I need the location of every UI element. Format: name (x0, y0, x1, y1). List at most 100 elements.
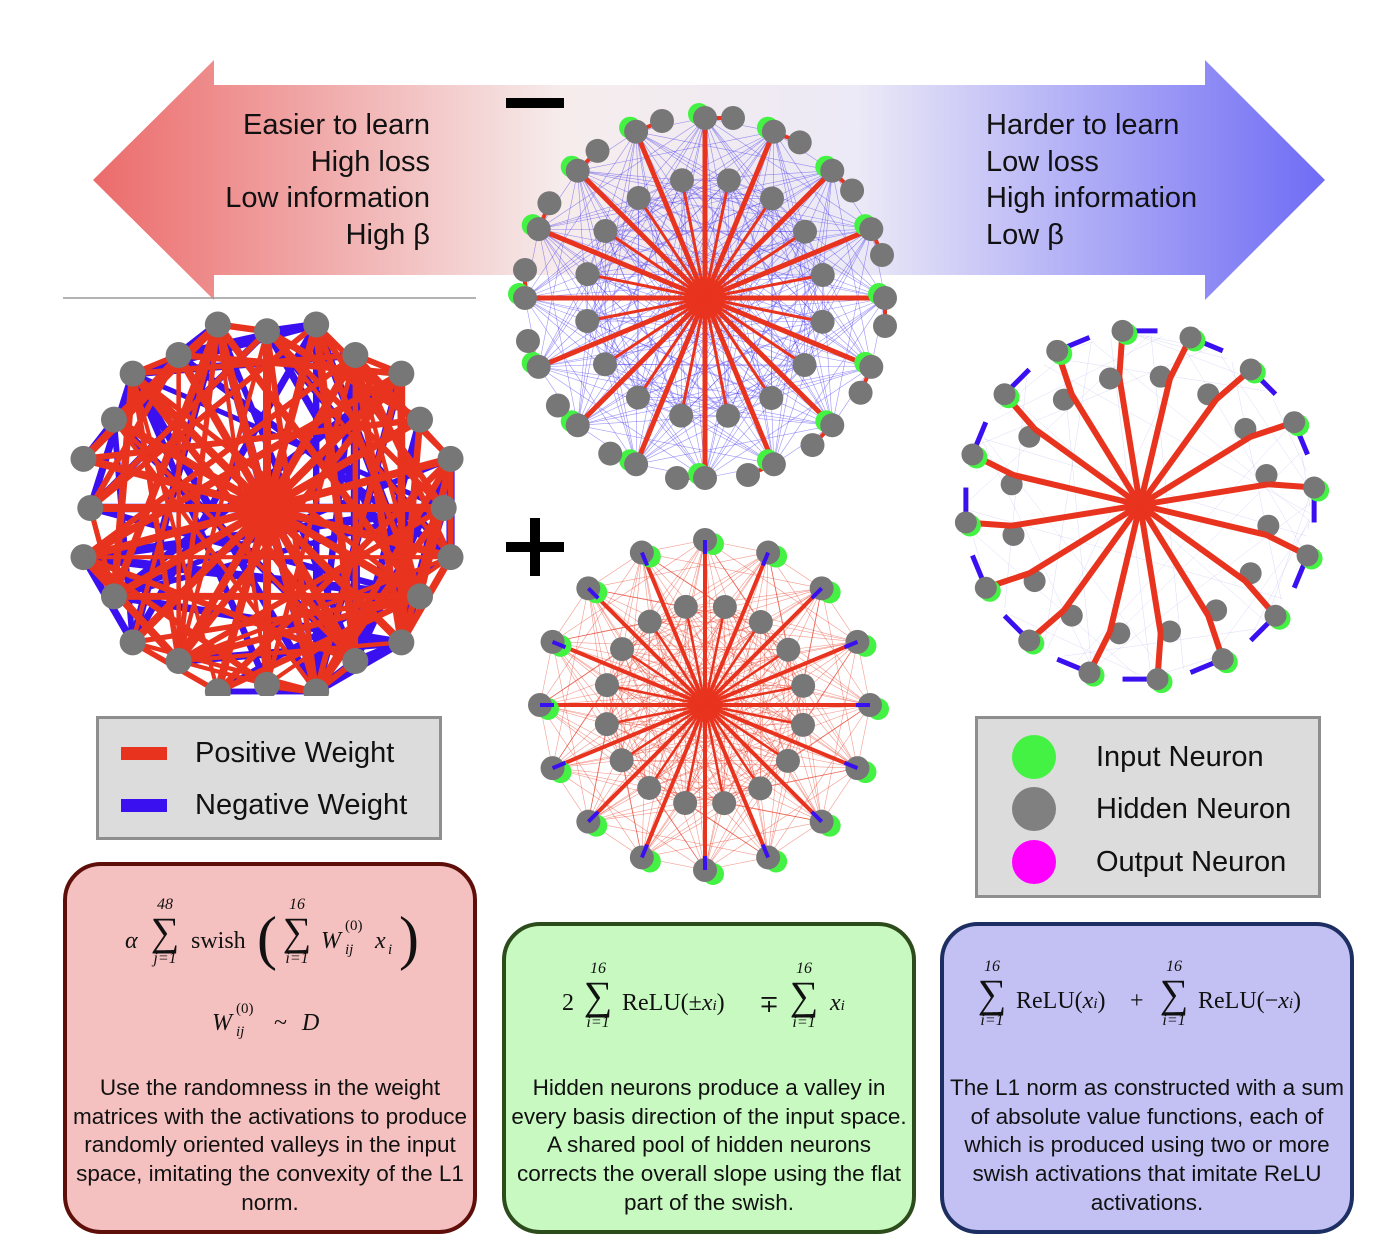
hidden-neuron-node (793, 219, 818, 244)
hidden-neuron-node (513, 258, 537, 282)
hidden-neuron-node (810, 263, 835, 288)
legend-label: Hidden Neuron (1096, 792, 1292, 825)
weight-edge (727, 415, 833, 426)
weight-edge (621, 649, 706, 871)
weight-edge (552, 767, 706, 871)
positive-weight-edge (263, 506, 321, 693)
weight-edge (704, 539, 858, 643)
hidden-neuron-node (993, 383, 1016, 406)
weight-edge (635, 131, 729, 181)
arrow-left-line-2: High loss (310, 145, 430, 178)
positive-weight-edge (703, 606, 727, 706)
weight-edge (635, 321, 823, 465)
hidden-neuron-node (791, 712, 816, 737)
hidden-neuron-node (515, 329, 540, 354)
positive-weight-edge (703, 180, 731, 299)
positive-weight-edge (1137, 504, 1164, 634)
weight-edge (606, 684, 769, 858)
positive-weight-edge (703, 704, 762, 790)
l1-norm-box: 16 ∑ i=1 ReLU(xi) + 16 ∑ i=1 ReLU(−xi) T… (940, 922, 1354, 1234)
positive-weight-edge (353, 353, 453, 461)
negative-weight-edge (551, 760, 567, 770)
weight-edge (587, 131, 775, 275)
right-formula: 16 ∑ i=1 ReLU(xi) + 16 ∑ i=1 ReLU(−xi) (977, 958, 1302, 1029)
positive-weight-edge (703, 704, 726, 804)
hidden-neuron-node (637, 775, 662, 800)
weight-edge (539, 685, 804, 706)
hidden-neuron-node (792, 353, 817, 378)
hidden-neuron-node (748, 610, 773, 635)
positive-weight-edge (1107, 504, 1143, 633)
positive-weight-swatch (121, 747, 167, 760)
left-box-description: Use the randomness in the weight matrice… (73, 1075, 467, 1215)
positive-weight-edge (606, 683, 706, 707)
positive-weight-edge (704, 703, 859, 770)
hidden-neuron-node (70, 544, 97, 571)
negative-weight-edge (843, 640, 859, 650)
hidden-neuron-node (303, 311, 330, 338)
weight-edge (1307, 520, 1310, 530)
hidden-neuron-node (437, 544, 464, 571)
negative-weight-edge (551, 640, 567, 650)
negative-weight-edge (760, 843, 770, 859)
weight-edge (552, 606, 726, 769)
hidden-neuron-node (609, 748, 634, 773)
hidden-neuron-node (119, 629, 146, 656)
negative-weight-swatch (121, 799, 167, 812)
weight-edge (771, 198, 833, 426)
positive-weight-edge (704, 640, 859, 707)
weight-edge (788, 649, 858, 769)
mid-box-description: Hidden neurons produce a valley in every… (511, 1075, 907, 1215)
weight-edge (588, 802, 725, 822)
mid-formula: 2 16 ∑ i=1 ReLU(±xi) ∓ 16 ∑ i=1 xi (562, 960, 845, 1031)
hidden-neuron-node (748, 776, 773, 801)
weight-legend: Positive Weight Negative Weight (96, 716, 442, 840)
legend-hidden-neuron: Hidden Neuron (1012, 787, 1291, 831)
positive-weight-edge (213, 506, 271, 693)
weight-edge (684, 552, 769, 804)
weight-edge (641, 606, 726, 858)
weight-edge (605, 170, 833, 232)
positive-weight-edge (683, 704, 707, 804)
hidden-neuron-node (593, 218, 618, 243)
hidden-neuron-node (342, 648, 369, 675)
positive-weight-edge (640, 704, 707, 859)
hidden-neuron-node (545, 393, 570, 418)
positive-weight-edge (704, 296, 806, 367)
hidden-neuron-node (1099, 367, 1122, 390)
weight-edge (641, 552, 804, 726)
hidden-neuron-node (537, 191, 562, 216)
positive-weight-edge (704, 273, 824, 300)
hidden-neuron-node (1179, 326, 1202, 349)
hidden-neuron-node (954, 511, 977, 534)
hidden-neuron-node (610, 637, 635, 662)
positive-weight-edge (265, 416, 423, 512)
hidden-neuron-node (513, 286, 537, 310)
positive-weight-edge (703, 296, 835, 428)
hidden-neuron-node (594, 673, 619, 698)
weight-edge (767, 724, 804, 858)
hidden-neuron-node (776, 637, 801, 662)
hidden-neuron-node (1146, 668, 1169, 691)
weight-edge (552, 539, 706, 643)
hidden-neuron-node (254, 671, 280, 696)
weight-edge (804, 297, 886, 366)
positive-weight-edge (213, 323, 271, 510)
left-formula-main: α 48 ∑ j=1 swish ( 16 ∑ i=1 W (0) ij x i… (125, 896, 419, 971)
weight-edge (552, 588, 589, 769)
positive-weight-edge (621, 648, 706, 707)
legend-input-neuron: Input Neuron (1012, 735, 1264, 779)
positive-weight-edge (175, 352, 271, 510)
positive-weight-edge (1061, 503, 1143, 613)
hidden-neuron-node (712, 594, 737, 619)
positive-weight-edge (551, 640, 706, 707)
positive-weight-edge (1138, 434, 1253, 508)
positive-weight-edge (703, 297, 730, 417)
output-hub-node (247, 488, 287, 528)
weight-edge (641, 821, 822, 858)
positive-weight-edge (1069, 392, 1143, 507)
weight-edge (992, 336, 1163, 421)
hidden-neuron-node (1303, 476, 1326, 499)
positive-weight-edge (1137, 503, 1211, 618)
hidden-neuron-node (565, 158, 590, 183)
